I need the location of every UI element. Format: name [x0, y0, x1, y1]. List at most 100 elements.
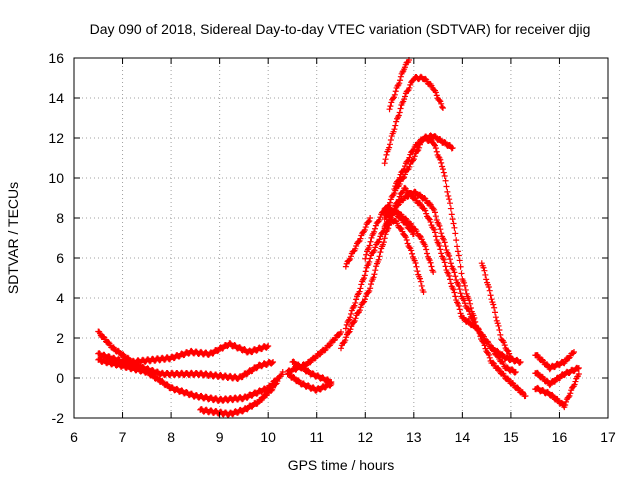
- data-point: [397, 73, 404, 80]
- data-point: [504, 347, 511, 354]
- data-point: [423, 246, 430, 253]
- data-point: [418, 282, 425, 289]
- data-point: [371, 228, 378, 235]
- data-point: [496, 326, 503, 333]
- data-point: [491, 304, 498, 311]
- data-point: [455, 252, 462, 259]
- x-tick-label: 17: [600, 429, 616, 445]
- data-point: [467, 305, 474, 312]
- data-point: [397, 105, 404, 112]
- plot-frame: [73, 57, 609, 419]
- data-point: [347, 326, 354, 333]
- data-point: [507, 355, 514, 361]
- data-point: [380, 239, 387, 246]
- data-point: [393, 207, 400, 214]
- data-point: [486, 287, 493, 294]
- data-point: [391, 91, 398, 98]
- data-point: [487, 292, 494, 299]
- data-point: [461, 300, 468, 307]
- data-point: [347, 314, 354, 321]
- data-point: [504, 375, 511, 382]
- y-tick-label: 4: [56, 290, 64, 306]
- data-point: [347, 310, 354, 317]
- data-point: [265, 343, 272, 349]
- data-point: [390, 128, 397, 135]
- data-point: [343, 334, 350, 341]
- data-point: [370, 274, 377, 281]
- data-point: [437, 226, 444, 233]
- data-point: [570, 350, 577, 357]
- series-track-18: [478, 260, 514, 361]
- data-point: [390, 95, 397, 102]
- data-point: [410, 156, 417, 163]
- series-track-15: [381, 134, 529, 400]
- data-point: [414, 147, 421, 154]
- data-point: [447, 260, 454, 267]
- data-point: [406, 244, 413, 251]
- data-point: [427, 259, 434, 266]
- data-point: [345, 317, 352, 324]
- data-point: [452, 230, 459, 237]
- data-point: [392, 88, 399, 95]
- data-point: [565, 394, 572, 401]
- data-point: [338, 329, 344, 335]
- data-point: [338, 345, 344, 352]
- data-point: [462, 286, 469, 293]
- series-track-19: [532, 349, 578, 373]
- data-point: [432, 89, 439, 96]
- y-tick-label: 6: [56, 250, 64, 266]
- data-point: [501, 342, 508, 349]
- data-point: [416, 233, 423, 240]
- data-point: [381, 160, 388, 167]
- data-point: [451, 224, 458, 231]
- data-point: [386, 199, 393, 206]
- data-point: [393, 118, 400, 125]
- data-point: [479, 338, 486, 345]
- data-point: [481, 267, 488, 274]
- data-point: [346, 257, 353, 264]
- data-point: [401, 171, 408, 178]
- data-point: [433, 148, 440, 155]
- data-point: [472, 318, 479, 325]
- data-point: [514, 384, 521, 391]
- data-point: [457, 310, 464, 317]
- y-tick-label: 2: [56, 330, 64, 346]
- data-point: [492, 314, 499, 321]
- data-point: [372, 267, 379, 274]
- data-point: [438, 159, 445, 166]
- data-points: [95, 57, 582, 418]
- data-point: [571, 381, 578, 388]
- data-point: [345, 329, 352, 336]
- data-point: [386, 141, 393, 148]
- data-point: [495, 322, 502, 329]
- data-point: [522, 393, 529, 399]
- data-point: [466, 297, 473, 304]
- data-point: [445, 192, 452, 199]
- data-point: [442, 243, 449, 250]
- data-point: [456, 257, 463, 264]
- data-point: [392, 122, 399, 129]
- data-point: [549, 391, 556, 398]
- data-point: [356, 307, 363, 314]
- data-point: [432, 233, 439, 240]
- data-point: [416, 275, 423, 282]
- data-point: [355, 238, 362, 245]
- data-point: [360, 275, 367, 282]
- data-point: [366, 258, 373, 265]
- data-point: [361, 296, 368, 303]
- data-point: [403, 236, 410, 243]
- data-point: [407, 81, 414, 88]
- data-point: [377, 214, 384, 221]
- data-point: [362, 224, 369, 231]
- data-point: [451, 269, 458, 276]
- data-point: [365, 289, 372, 296]
- data-point: [411, 153, 418, 160]
- data-point: [432, 145, 439, 152]
- data-point: [401, 93, 408, 100]
- y-tick-label: 14: [48, 90, 64, 106]
- y-axis-label: SDTVAR / TECUs: [5, 182, 21, 294]
- data-point: [447, 280, 454, 287]
- data-point: [406, 154, 413, 161]
- x-tick-label: 11: [309, 429, 324, 445]
- data-point: [446, 196, 453, 203]
